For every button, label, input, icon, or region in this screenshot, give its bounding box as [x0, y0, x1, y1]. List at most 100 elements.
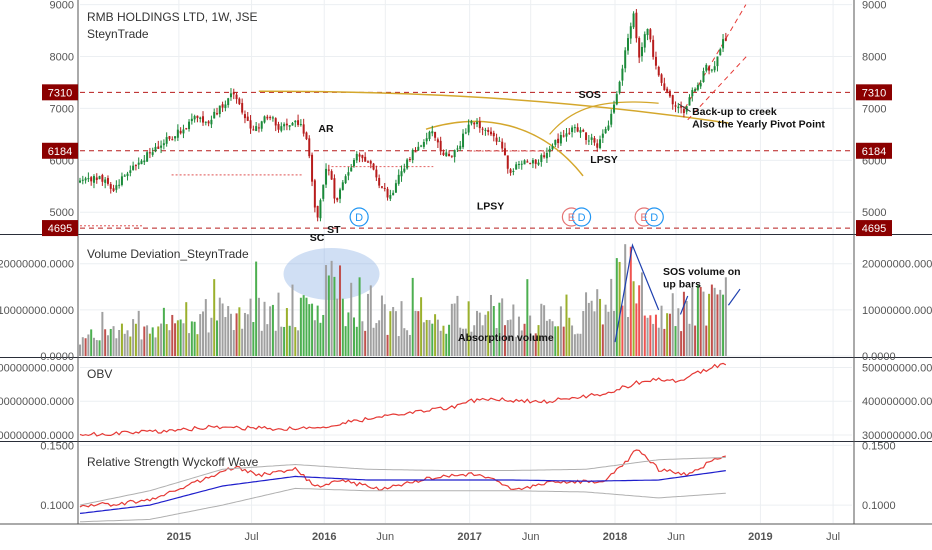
candle-body: [280, 126, 283, 131]
y-tick-label-right: 5000: [862, 207, 886, 219]
candle-body: [347, 172, 350, 176]
volume-bar: [249, 298, 252, 356]
volume-bar: [599, 298, 602, 356]
volume-bar: [266, 324, 269, 356]
volume-bar: [322, 314, 325, 356]
volume-bar: [462, 328, 465, 356]
candle-body: [227, 98, 230, 106]
volume-bar: [593, 311, 596, 356]
volume-bar: [350, 282, 353, 356]
volume-bar: [694, 325, 697, 356]
volume-bar: [682, 291, 685, 356]
candle-body: [229, 93, 232, 98]
candle-body: [255, 126, 258, 132]
candle-body: [263, 116, 266, 123]
volume-bar: [668, 313, 671, 356]
candle-body: [517, 164, 520, 166]
candle-body: [626, 38, 629, 51]
volume-bar: [333, 276, 336, 356]
candle-body: [311, 154, 314, 182]
price-annotation: LPSY: [477, 201, 504, 213]
volume-bar: [109, 328, 112, 356]
y-tick-label-right: 9000: [862, 0, 886, 12]
volume-bar: [168, 330, 171, 356]
volume-bar: [431, 323, 434, 356]
x-tick-label: Jul: [826, 531, 840, 543]
volume-bar: [129, 336, 132, 356]
candle-body: [576, 127, 579, 132]
volume-trend-arrow: [679, 295, 689, 315]
candle-body: [154, 146, 157, 152]
volume-bar: [506, 320, 509, 356]
candle-body: [601, 133, 604, 138]
candle-body: [428, 131, 431, 140]
volume-bar: [582, 311, 585, 356]
volume-bar: [571, 325, 574, 356]
candle-body: [654, 56, 657, 66]
volume-bar: [713, 287, 716, 356]
y-tick-label-right: 0.1500: [862, 440, 896, 452]
volume-bar: [411, 277, 414, 356]
candle-body: [657, 66, 660, 76]
candle-body: [420, 145, 423, 147]
volume-bar: [151, 327, 154, 356]
x-tick-label: Jul: [245, 531, 259, 543]
volume-bar: [464, 328, 467, 356]
volume-bar: [503, 325, 506, 356]
volume-bar: [559, 306, 562, 356]
y-tick-label-left: 400000000.0000: [0, 396, 74, 408]
candle-body: [448, 153, 451, 157]
event-marker-label: D: [578, 212, 586, 224]
event-marker[interactable]: [644, 207, 664, 227]
candle-body: [403, 168, 406, 172]
volume-bar: [517, 316, 520, 356]
volume-bar: [84, 338, 87, 356]
candle-body: [378, 177, 381, 186]
candle-body: [467, 124, 470, 133]
candle-body: [134, 165, 137, 167]
candle-body: [677, 106, 680, 109]
candle-body: [582, 129, 585, 132]
candle-body: [680, 106, 683, 108]
candle-body: [132, 165, 135, 170]
candle-body: [414, 151, 417, 153]
volume-bar: [543, 305, 546, 356]
candle-body: [277, 124, 280, 130]
y-tick-label-left: 8000: [50, 52, 74, 64]
y-tick-label-right: 0.0000: [862, 351, 896, 363]
event-marker[interactable]: [571, 207, 592, 227]
volume-bar: [344, 326, 347, 356]
candle-body: [548, 148, 551, 153]
volume-bar: [202, 311, 205, 356]
volume-trend-arrow: [727, 288, 741, 306]
candle-body: [422, 142, 425, 147]
volume-bar: [649, 315, 652, 356]
volume-bar: [417, 311, 420, 356]
volume-bar: [392, 307, 395, 356]
candle-body: [288, 125, 291, 127]
event-marker-label: D: [650, 212, 658, 224]
volume-bar: [364, 330, 367, 356]
volume-bar: [501, 298, 504, 356]
annotation-arrow: [678, 103, 691, 112]
volume-bar: [403, 328, 406, 356]
volume-bar: [383, 304, 386, 356]
candle-body: [565, 133, 568, 137]
event-marker[interactable]: [349, 207, 369, 227]
candle-body: [339, 189, 342, 199]
candle-body: [439, 140, 442, 152]
volume-bar: [657, 327, 660, 356]
candle-body: [215, 113, 218, 115]
candle-body: [663, 83, 666, 91]
volume-bar: [372, 327, 375, 356]
candle-body: [604, 129, 607, 134]
candle-body: [182, 129, 185, 134]
volume-bar: [568, 317, 571, 356]
volume-bar: [470, 331, 473, 356]
candle-body: [643, 34, 646, 48]
candle-body: [498, 140, 501, 142]
volume-bar: [154, 337, 157, 356]
level-tag-right: [856, 142, 892, 159]
candle-body: [112, 188, 115, 191]
volume-bar: [274, 330, 277, 356]
